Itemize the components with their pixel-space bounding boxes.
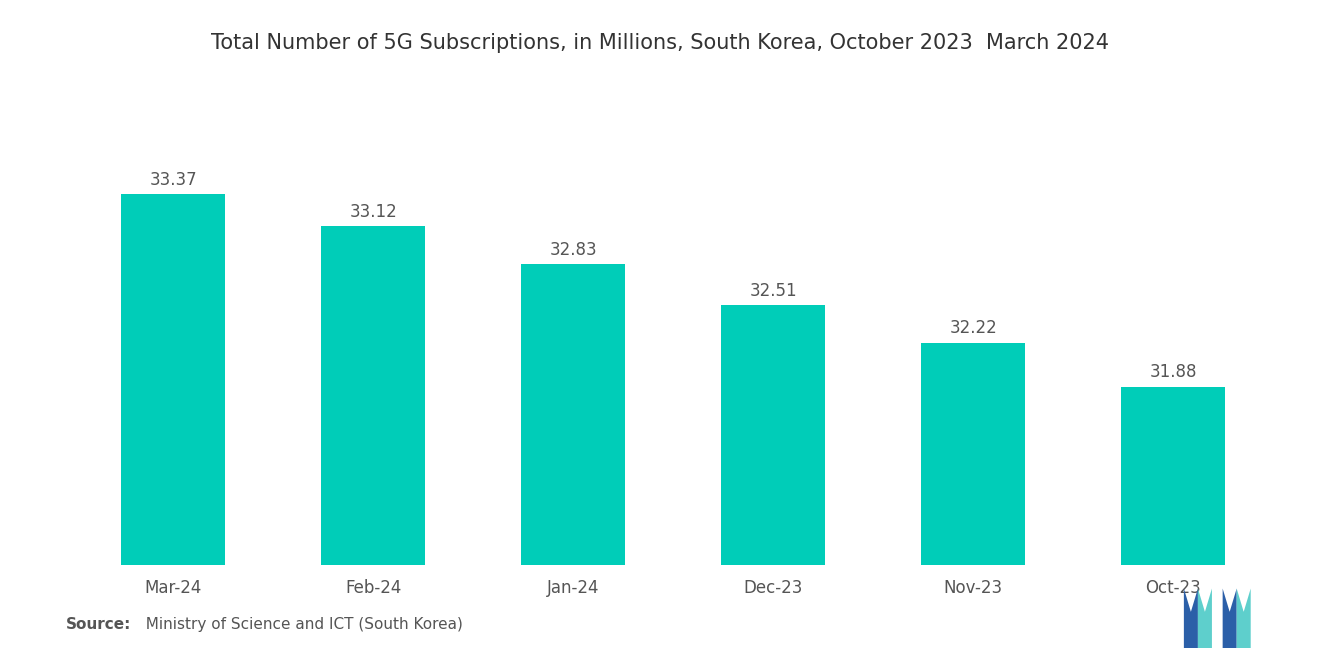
Text: 33.12: 33.12 — [350, 203, 397, 221]
Polygon shape — [1184, 589, 1199, 648]
Bar — [121, 194, 226, 665]
Bar — [721, 305, 825, 665]
Bar — [521, 264, 626, 665]
Text: 32.22: 32.22 — [949, 319, 997, 338]
Text: 31.88: 31.88 — [1150, 364, 1197, 382]
Bar — [921, 342, 1026, 665]
Text: 33.37: 33.37 — [149, 171, 197, 189]
Text: 32.83: 32.83 — [549, 241, 597, 259]
Bar — [321, 226, 425, 665]
Polygon shape — [1237, 589, 1250, 648]
Polygon shape — [1222, 589, 1237, 648]
Text: Ministry of Science and ICT (South Korea): Ministry of Science and ICT (South Korea… — [136, 616, 463, 632]
Text: Source:: Source: — [66, 616, 132, 632]
Text: Total Number of 5G Subscriptions, in Millions, South Korea, October 2023  March : Total Number of 5G Subscriptions, in Mil… — [211, 33, 1109, 53]
Polygon shape — [1199, 589, 1212, 648]
Text: 32.51: 32.51 — [750, 282, 797, 300]
Bar — [1121, 386, 1225, 665]
